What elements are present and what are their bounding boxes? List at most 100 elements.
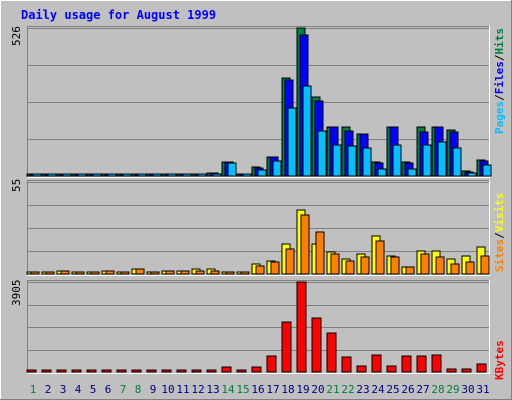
- bar-pages-day-30: [467, 172, 477, 177]
- x-tick-label-day-26: 26: [401, 383, 414, 396]
- bar-pages-day-19: [302, 85, 312, 177]
- x-tick-label-day-17: 17: [266, 383, 279, 396]
- bar-sites-day-7: [120, 271, 130, 275]
- bar-sites-day-26: [405, 266, 415, 275]
- bar-kbytes-day-11: [176, 369, 187, 373]
- legend-sites-visits: Sites/Visits: [493, 193, 506, 273]
- x-tick-label-day-2: 2: [45, 383, 52, 396]
- bar-pages-day-7: [122, 173, 132, 177]
- bar-sites-day-4: [75, 271, 85, 275]
- bar-kbytes-day-25: [386, 365, 397, 373]
- x-tick-label-day-24: 24: [371, 383, 385, 396]
- bar-kbytes-day-6: [101, 369, 112, 373]
- legend-pages-files-hits: Pages/Files/Hits: [493, 28, 506, 134]
- x-tick-label-day-6: 6: [105, 383, 112, 396]
- bar-pages-day-28: [437, 141, 447, 177]
- bar-sites-day-25: [390, 256, 400, 275]
- bar-kbytes-day-17: [266, 355, 277, 373]
- x-tick-label-day-19: 19: [296, 383, 309, 396]
- bar-pages-day-11: [182, 173, 192, 177]
- legend-kbytes: KBytes: [493, 340, 506, 380]
- bar-sites-day-27: [420, 253, 430, 275]
- bar-sites-day-3: [60, 270, 70, 275]
- x-tick-label-day-29: 29: [446, 383, 459, 396]
- bar-sites-day-14: [225, 271, 235, 275]
- kbytes-panel: [26, 280, 490, 374]
- bar-sites-day-16: [255, 265, 265, 275]
- legend-entry: Pages: [493, 101, 506, 134]
- x-tick-label-day-20: 20: [311, 383, 324, 396]
- x-tick-label-day-7: 7: [120, 383, 127, 396]
- legend-entry: KBytes: [493, 340, 506, 380]
- bar-sites-day-20: [315, 231, 325, 275]
- bar-pages-day-8: [137, 173, 147, 177]
- legend-entry: /: [493, 54, 506, 61]
- bar-kbytes-day-18: [281, 321, 292, 373]
- x-tick-label-day-3: 3: [60, 383, 67, 396]
- bar-kbytes-day-8: [131, 369, 142, 373]
- bar-pages-day-31: [482, 164, 492, 177]
- bar-pages-day-26: [407, 168, 417, 177]
- x-tick-label-day-14: 14: [221, 383, 235, 396]
- bar-pages-day-5: [92, 173, 102, 177]
- bar-pages-day-25: [392, 144, 402, 177]
- bar-kbytes-day-31: [476, 363, 487, 373]
- bar-sites-day-23: [360, 256, 370, 275]
- chart-title: Daily usage for August 1999: [21, 8, 216, 22]
- bar-sites-day-22: [345, 260, 355, 275]
- legend-entry: /: [493, 232, 506, 239]
- bar-pages-day-9: [152, 173, 162, 177]
- hits-files-pages-panel: [26, 26, 492, 178]
- legend-entry: Hits: [493, 28, 506, 55]
- bar-kbytes-day-21: [326, 332, 337, 373]
- bar-sites-day-21: [330, 253, 340, 275]
- x-tick-label-day-21: 21: [326, 383, 339, 396]
- bar-sites-day-17: [270, 261, 280, 275]
- bar-pages-day-10: [167, 173, 177, 177]
- bar-pages-day-23: [362, 147, 372, 177]
- bar-pages-day-3: [62, 173, 72, 177]
- bar-sites-day-1: [30, 271, 40, 275]
- legend-entry: Visits: [493, 193, 506, 233]
- bar-kbytes-day-9: [146, 369, 157, 373]
- bar-sites-day-11: [180, 270, 190, 275]
- bar-pages-day-18: [287, 107, 297, 177]
- bar-pages-day-21: [332, 144, 342, 177]
- bar-kbytes-day-30: [461, 368, 472, 373]
- bar-kbytes-day-24: [371, 354, 382, 373]
- bar-kbytes-day-2: [41, 369, 52, 373]
- bar-pages-day-12: [197, 173, 207, 177]
- bar-pages-day-20: [317, 130, 327, 177]
- bar-pages-day-2: [47, 173, 57, 177]
- x-tick-label-day-4: 4: [75, 383, 82, 396]
- bar-pages-day-29: [452, 147, 462, 177]
- bar-sites-day-24: [375, 240, 385, 275]
- bar-sites-day-29: [450, 263, 460, 275]
- bar-kbytes-day-7: [116, 369, 127, 373]
- bar-kbytes-day-19: [296, 281, 307, 373]
- bar-sites-day-30: [465, 261, 475, 275]
- bar-kbytes-day-26: [401, 355, 412, 373]
- bar-sites-day-10: [165, 270, 175, 275]
- y-max-label-kbytes: 3905: [10, 280, 23, 307]
- visits-sites-panel: [26, 180, 490, 276]
- bar-sites-day-12: [195, 270, 205, 275]
- bar-sites-day-18: [285, 248, 295, 275]
- bar-kbytes-day-27: [416, 355, 427, 373]
- bar-kbytes-day-22: [341, 356, 352, 373]
- x-tick-label-day-8: 8: [135, 383, 142, 396]
- y-max-label-visits: 55: [10, 179, 23, 192]
- bar-kbytes-day-5: [86, 369, 97, 373]
- bar-kbytes-day-23: [356, 365, 367, 373]
- bar-pages-day-13: [212, 173, 222, 177]
- x-tick-label-day-1: 1: [30, 383, 37, 396]
- legend-entry: Files: [493, 61, 506, 94]
- bar-kbytes-day-12: [191, 369, 202, 373]
- bar-kbytes-day-20: [311, 317, 322, 373]
- y-max-label-hits: 526: [10, 26, 23, 46]
- bar-pages-day-22: [347, 145, 357, 177]
- bar-sites-day-31: [480, 255, 490, 275]
- bar-sites-day-15: [240, 271, 250, 275]
- x-tick-label-day-22: 22: [341, 383, 354, 396]
